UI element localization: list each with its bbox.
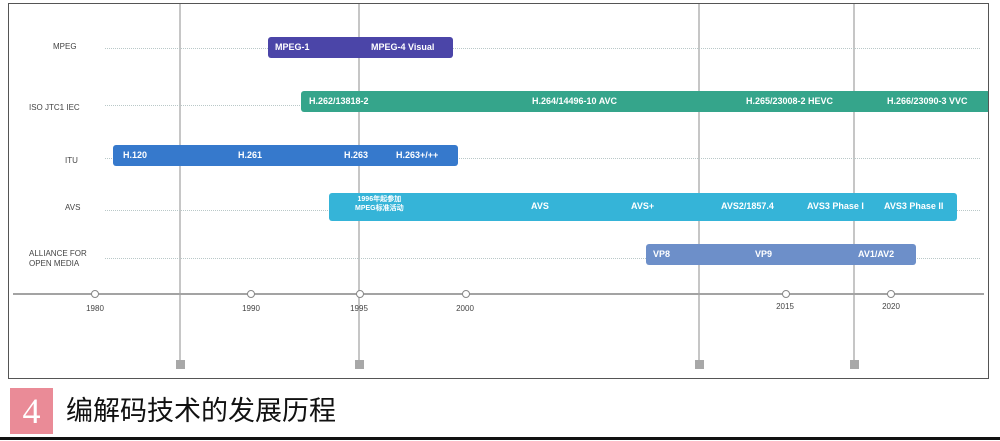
bar-mpeg: MPEG-1 MPEG-4 Visual: [268, 37, 453, 58]
bar-label: AVS: [531, 201, 549, 211]
axis-tick: [462, 290, 470, 298]
bar-label: VP8: [653, 249, 671, 259]
row-label-avs: AVS: [65, 203, 81, 212]
row-guide: [105, 158, 980, 159]
bar-label: H.265/23008-2 HEVC: [746, 96, 834, 106]
axis-tick: [782, 290, 790, 298]
bar-label: AVS3 Phase II: [884, 201, 944, 211]
milestone-marker: [176, 360, 185, 369]
bar-itu: H.120 H.261 H.263 H.263+/++: [113, 145, 458, 166]
bar-label: H.262/13818-2: [309, 96, 369, 106]
figure-caption: 编解码技术的发展历程: [66, 396, 336, 427]
bar-label: H.263+/++: [396, 150, 439, 160]
bar-label: AVS2/1857.4: [721, 201, 774, 211]
bar-label: AV1/AV2: [858, 249, 895, 259]
row-label-mpeg: MPEG: [53, 42, 77, 51]
row-guide: [105, 48, 980, 49]
time-axis: [13, 293, 984, 295]
bar-label: VP9: [755, 249, 773, 259]
bar-label: MPEG-1: [275, 42, 310, 52]
row-guide: [105, 258, 980, 259]
milestone-line: [698, 4, 700, 364]
bar-label: H.261: [238, 150, 263, 160]
axis-tick: [91, 290, 99, 298]
row-label-aom: ALLIANCE FOR OPEN MEDIA: [29, 249, 87, 268]
bar-aom: VP8 VP9 AV1/AV2: [646, 244, 916, 265]
row-label-iso: ISO JTC1 IEC: [29, 103, 80, 112]
row-label-itu: ITU: [65, 156, 78, 165]
bar-label: H.264/14496-10 AVC: [532, 96, 618, 106]
bar-avs: 1996年起参加 MPEG标准活动 AVS AVS+ AVS2/1857.4 A…: [329, 193, 957, 221]
axis-tick: [247, 290, 255, 298]
axis-tick-label: 2020: [882, 302, 900, 311]
bar-label: AVS3 Phase I: [807, 201, 864, 211]
timeline-diagram: MPEG ISO JTC1 IEC ITU AVS ALLIANCE FOR O…: [8, 3, 989, 379]
axis-tick-label: 2000: [456, 304, 474, 313]
milestone-line: [358, 4, 360, 364]
axis-tick-label: 1990: [242, 304, 260, 313]
axis-tick-label: 1995: [350, 304, 368, 313]
axis-tick: [887, 290, 895, 298]
milestone-marker: [355, 360, 364, 369]
axis-tick-label: 2015: [776, 302, 794, 311]
bar-label: H.266/23090-3 VVC: [887, 96, 968, 106]
figure-number-badge: 4: [10, 388, 53, 434]
milestone-line: [179, 4, 181, 364]
bar-label: 1996年起参加 MPEG标准活动: [355, 196, 404, 212]
axis-tick-label: 1980: [86, 304, 104, 313]
bar-iso: H.262/13818-2 H.264/14496-10 AVC H.265/2…: [301, 91, 988, 112]
milestone-marker: [850, 360, 859, 369]
bar-label: AVS+: [631, 201, 655, 211]
milestone-marker: [695, 360, 704, 369]
bar-label: MPEG-4 Visual: [371, 42, 435, 52]
caption-divider: [0, 437, 1000, 440]
milestone-line: [853, 4, 855, 364]
bar-label: H.120: [123, 150, 148, 160]
axis-tick: [356, 290, 364, 298]
bar-label: H.263: [344, 150, 369, 160]
